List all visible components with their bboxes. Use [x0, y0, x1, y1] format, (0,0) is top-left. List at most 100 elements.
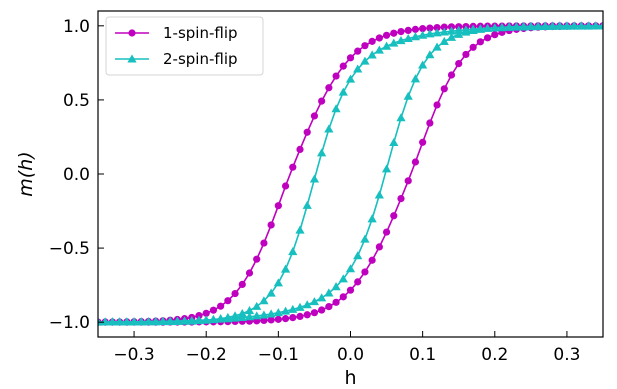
data-point — [490, 23, 500, 32]
y-tick-label: 1.0 — [63, 17, 90, 37]
data-point — [418, 30, 428, 39]
data-point — [382, 31, 391, 39]
data-point — [491, 31, 499, 39]
data-point — [425, 50, 435, 59]
data-point — [98, 317, 103, 326]
data-point — [281, 315, 290, 323]
data-point — [446, 26, 457, 35]
data-point — [338, 274, 348, 283]
data-point — [483, 34, 492, 42]
data-point — [302, 300, 312, 309]
data-point — [418, 60, 428, 69]
data-point — [411, 25, 420, 33]
data-point — [100, 317, 110, 326]
data-point — [303, 311, 311, 319]
data-point — [345, 74, 356, 83]
data-point — [439, 27, 449, 36]
data-point — [562, 21, 572, 30]
data-point — [310, 112, 319, 120]
data-point — [331, 282, 341, 291]
data-point — [433, 101, 441, 109]
data-point — [361, 42, 369, 50]
data-point — [426, 24, 434, 32]
data-point — [280, 264, 291, 273]
legend-marker-1-spin-flip — [128, 29, 136, 37]
data-point — [302, 200, 312, 209]
data-point — [591, 21, 601, 30]
data-point — [115, 317, 125, 326]
y-tick-label: 0.0 — [63, 165, 90, 185]
data-point — [390, 29, 398, 37]
data-point — [280, 306, 291, 315]
data-point — [360, 56, 370, 65]
data-point — [253, 255, 261, 263]
data-point — [469, 43, 477, 51]
data-point — [511, 22, 522, 31]
data-point — [324, 288, 334, 297]
y-tick-label: 0.5 — [63, 91, 90, 111]
data-point — [455, 60, 463, 68]
data-point — [440, 85, 448, 93]
data-point — [245, 269, 254, 277]
data-point — [289, 163, 297, 171]
data-point — [410, 74, 421, 83]
data-point — [397, 27, 405, 36]
data-point — [295, 302, 305, 311]
data-point — [475, 24, 485, 33]
data-point — [216, 314, 226, 323]
data-point — [353, 64, 363, 73]
data-point — [339, 293, 347, 301]
data-point — [267, 221, 275, 229]
data-point — [547, 21, 558, 30]
x-tick-label: −0.1 — [258, 345, 299, 365]
data-point — [107, 317, 118, 326]
y-tick-label: −1.0 — [49, 313, 90, 333]
data-point — [165, 316, 175, 325]
data-point — [404, 26, 412, 35]
data-point — [317, 148, 327, 157]
data-point — [179, 316, 190, 325]
data-point — [172, 316, 182, 325]
data-point — [454, 29, 464, 38]
data-point — [151, 316, 161, 325]
data-point — [288, 247, 298, 256]
data-point — [325, 84, 333, 92]
data-point — [411, 158, 420, 166]
data-point — [368, 256, 376, 264]
data-point — [396, 113, 406, 122]
data-point — [324, 124, 334, 133]
data-point — [296, 312, 304, 321]
data-point — [346, 54, 355, 62]
data-point — [252, 301, 262, 310]
data-point — [288, 304, 298, 313]
data-point — [303, 128, 311, 136]
data-point — [158, 316, 168, 325]
data-point — [295, 225, 305, 234]
data-point — [432, 28, 442, 37]
series-layer — [98, 21, 603, 326]
series-2-spin-flip — [98, 21, 603, 326]
data-point — [468, 25, 478, 35]
data-point — [345, 264, 356, 273]
data-point — [244, 312, 255, 321]
data-point — [389, 137, 399, 147]
data-point — [526, 21, 536, 30]
data-point — [202, 309, 210, 317]
data-point — [194, 315, 204, 324]
x-tick-label: −0.3 — [113, 345, 154, 365]
y-axis-label: m(h) — [15, 151, 37, 196]
data-point — [397, 194, 405, 203]
data-point — [201, 315, 211, 324]
data-point — [187, 315, 197, 325]
data-point — [410, 32, 421, 41]
data-point — [396, 36, 406, 45]
data-point — [360, 234, 370, 243]
data-point — [224, 297, 232, 305]
data-point — [267, 316, 275, 324]
data-point — [446, 32, 457, 41]
x-tick-label: 0.0 — [337, 345, 364, 365]
data-point — [389, 38, 399, 47]
x-tick-label: −0.2 — [186, 345, 227, 365]
data-point — [367, 50, 377, 59]
data-point — [555, 21, 565, 30]
